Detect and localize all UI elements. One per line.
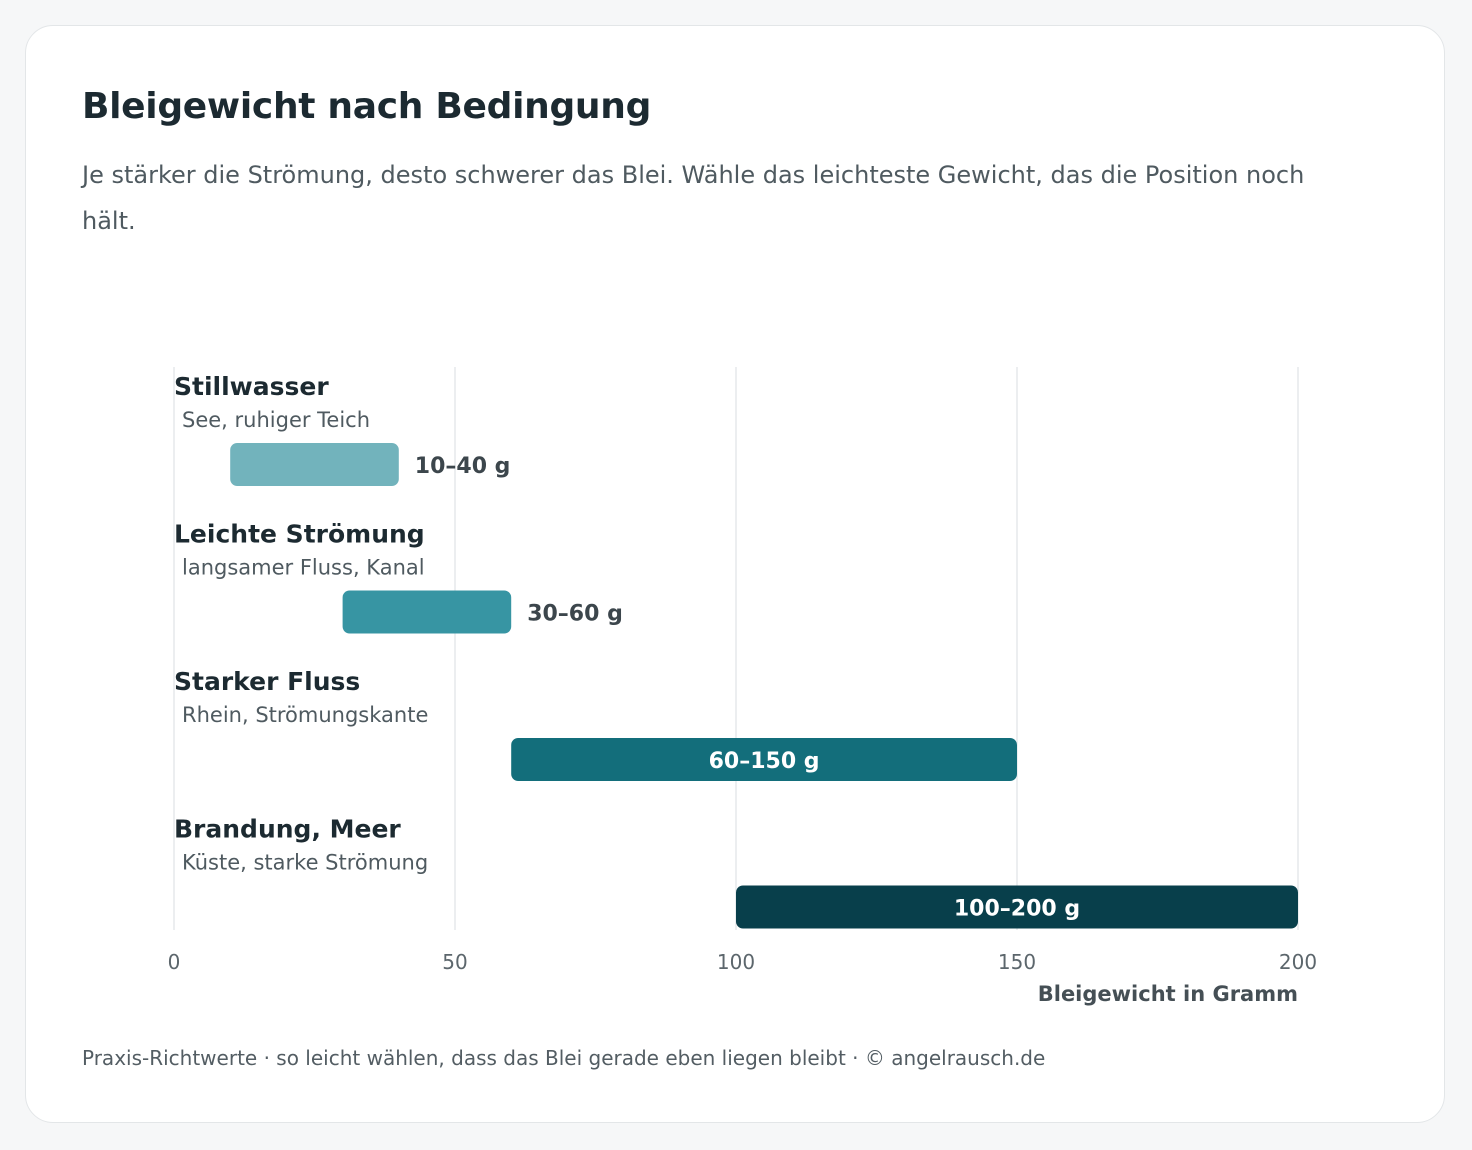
category-sublabel: See, ruhiger Teich bbox=[182, 408, 370, 432]
x-tick-label: 200 bbox=[1279, 950, 1317, 974]
x-axis-title: Bleigewicht in Gramm bbox=[1038, 982, 1298, 1006]
x-tick-label: 0 bbox=[168, 950, 181, 974]
x-tick-label: 50 bbox=[442, 950, 467, 974]
range-bar bbox=[230, 443, 399, 486]
category-sublabel: langsamer Fluss, Kanal bbox=[182, 556, 425, 580]
bar-value-label: 30–60 g bbox=[527, 602, 623, 627]
category-label: Leichte Strömung bbox=[174, 520, 425, 549]
range-bar bbox=[342, 590, 512, 634]
category-label: Stillwasser bbox=[174, 372, 329, 401]
bar-value-label: 10–40 g bbox=[415, 454, 511, 479]
range-bar bbox=[511, 738, 1017, 781]
chart-card bbox=[25, 25, 1445, 1123]
bar-value-label: 100–200 g bbox=[954, 897, 1080, 922]
chart-subtitle: Je stärker die Strömung, desto schwerer … bbox=[82, 161, 1305, 235]
bar-value-label: 60–150 g bbox=[709, 749, 820, 774]
x-tick-label: 150 bbox=[998, 950, 1036, 974]
x-tick-label: 100 bbox=[717, 950, 755, 974]
category-sublabel: Rhein, Strömungskante bbox=[182, 703, 428, 727]
range-bar bbox=[736, 885, 1298, 929]
category-label: Brandung, Meer bbox=[174, 815, 401, 844]
category-label: Starker Fluss bbox=[174, 667, 360, 696]
chart-footer: Praxis-Richtwerte · so leicht wählen, da… bbox=[82, 1046, 1046, 1070]
category-sublabel: Küste, starke Strömung bbox=[182, 851, 428, 875]
chart-title: Bleigewicht nach Bedingung bbox=[82, 86, 652, 127]
